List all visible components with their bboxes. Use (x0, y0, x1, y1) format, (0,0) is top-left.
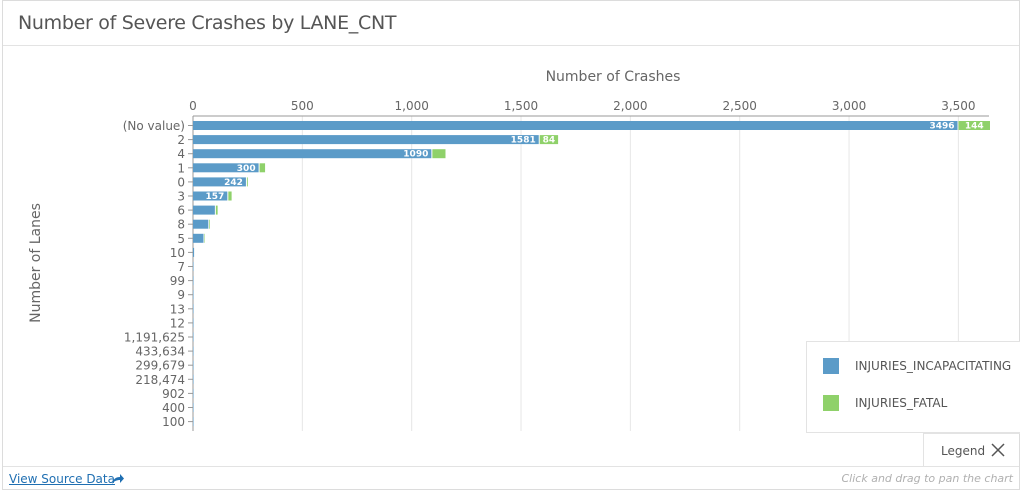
bar-incapacitating (193, 177, 246, 187)
close-icon[interactable] (990, 442, 1006, 458)
bar-incapacitating (193, 121, 958, 130)
y-tick-label: 1 (177, 161, 185, 175)
y-tick-label: 7 (177, 260, 185, 274)
bar-incapacitating (193, 276, 194, 286)
data-label-incapacitating: 157 (206, 192, 225, 202)
bar-incapacitating (193, 403, 194, 412)
x-tick-label: 1,000 (395, 99, 429, 113)
bar-incapacitating (193, 304, 194, 314)
bar-fatal (432, 149, 446, 159)
data-label-fatal: 84 (543, 136, 556, 146)
bar-fatal (958, 121, 990, 130)
y-tick-label: 5 (177, 232, 185, 246)
data-label-incapacitating: 1581 (511, 136, 536, 146)
legend-swatch-fatal (823, 395, 839, 411)
bar-incapacitating (193, 318, 194, 328)
legend-item-incapacitating[interactable]: INJURIES_INCAPACITATING (823, 358, 1011, 374)
y-tick-label: 6 (177, 204, 185, 218)
x-tick-label: 2,000 (613, 99, 647, 113)
bar-incapacitating (193, 360, 194, 370)
y-tick-label: 8 (177, 218, 185, 232)
y-tick-label: 433,634 (135, 345, 185, 359)
legend-panel: INJURIES_INCAPACITATING INJURIES_FATAL (806, 341, 1020, 433)
legend-label-incapacitating: INJURIES_INCAPACITATING (855, 359, 1012, 373)
bar-incapacitating (193, 191, 228, 201)
bar-incapacitating (193, 262, 194, 271)
bar-fatal (246, 177, 248, 187)
bar-incapacitating (193, 388, 194, 398)
x-tick-label: 500 (291, 99, 314, 113)
y-tick-label: 1,191,625 (124, 331, 185, 345)
legend-toggle-button[interactable]: Legend (923, 433, 1020, 466)
x-tick-label: 3,000 (832, 99, 866, 113)
bar-incapacitating (193, 219, 209, 229)
bar-fatal (204, 233, 205, 243)
chart-header: Number of Severe Crashes by LANE_CNT (3, 1, 1019, 46)
share-arrow-icon[interactable] (111, 473, 125, 485)
x-tick-label: 0 (189, 99, 197, 113)
bar-incapacitating (193, 346, 194, 356)
bar-incapacitating (193, 233, 204, 243)
data-label-fatal: 144 (965, 122, 984, 132)
bar-incapacitating (193, 417, 194, 427)
bar-incapacitating (193, 149, 432, 159)
pan-hint: Click and drag to pan the chart (841, 472, 1014, 485)
bar-fatal (228, 191, 232, 201)
data-label-incapacitating: 3496 (929, 122, 954, 132)
x-tick-label: 2,500 (723, 99, 757, 113)
bar-incapacitating (193, 290, 194, 300)
bar-incapacitating (193, 374, 194, 384)
legend-toggle-label: Legend (941, 444, 986, 458)
y-tick-label: 100 (162, 415, 185, 429)
bar-fatal (209, 219, 210, 229)
y-tick-label: 218,474 (135, 373, 185, 387)
x-tick-label: 1,500 (504, 99, 538, 113)
bar-chart[interactable]: Number of Crashes Number of Lanes 0 500 1,00… (3, 46, 1019, 466)
bar-fatal (539, 135, 559, 145)
legend-label-fatal: INJURIES_FATAL (855, 396, 948, 410)
y-tick-label: 10 (170, 246, 185, 260)
bar-incapacitating (193, 163, 259, 173)
bar-fatal (259, 163, 266, 173)
x-axis-title: Number of Crashes (546, 69, 681, 85)
bar-incapacitating (193, 205, 215, 215)
y-axis-title: Number of Lanes (28, 203, 44, 323)
bar-incapacitating (193, 247, 195, 257)
y-tick-label: 0 (177, 175, 185, 189)
legend-swatch-incapacitating (823, 358, 839, 374)
y-tick-label: 13 (170, 302, 185, 316)
chart-footer: View Source Data Click and drag to pan t… (3, 466, 1019, 491)
chart-area[interactable]: Number of Crashes Number of Lanes 0 500 1,00… (3, 46, 1020, 466)
y-tick-label: (No value) (123, 119, 185, 133)
view-source-data-link[interactable]: View Source Data (9, 472, 115, 486)
data-label-incapacitating: 242 (224, 178, 243, 188)
data-label-incapacitating: 1090 (403, 150, 428, 160)
bar-fatal (215, 205, 218, 215)
bar-incapacitating (193, 332, 194, 342)
y-tick-label: 400 (162, 401, 185, 415)
y-tick-label: 299,679 (135, 359, 185, 373)
data-label-incapacitating: 300 (237, 164, 256, 174)
x-tick-label: 3,500 (941, 99, 975, 113)
legend-item-fatal[interactable]: INJURIES_FATAL (823, 395, 947, 411)
y-tick-label: 902 (162, 387, 185, 401)
y-tick-label: 9 (177, 288, 185, 302)
y-tick-label: 99 (170, 274, 185, 288)
y-tick-label: 3 (177, 190, 185, 204)
y-tick-label: 2 (177, 133, 185, 147)
y-tick-label: 12 (170, 316, 185, 330)
bar-incapacitating (193, 135, 539, 145)
chart-title: Number of Severe Crashes by LANE_CNT (18, 12, 397, 34)
y-tick-label: 4 (177, 147, 185, 161)
